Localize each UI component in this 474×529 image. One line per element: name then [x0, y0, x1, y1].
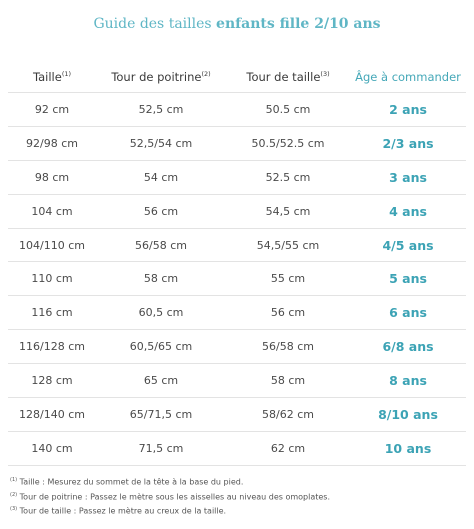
- cell-taille: 110 cm: [8, 261, 96, 296]
- footnote-sup: (2): [10, 491, 18, 498]
- cell-tour-taille: 52.5 cm: [226, 159, 350, 195]
- footnotes: (1) Taille : Mesurez du sommet de la têt…: [10, 474, 470, 518]
- header-tour-de-poitrine: Tour de poitrine(2): [96, 62, 226, 93]
- cell-taille: 140 cm: [8, 430, 96, 466]
- cell-tour-taille: 50.5/52.5 cm: [226, 125, 350, 161]
- header-sup: (2): [201, 70, 211, 79]
- cell-age: 8 ans: [350, 363, 466, 398]
- header-label: Taille: [32, 70, 62, 84]
- table-row: 116/128 cm 60,5/65 cm 56/58 cm 6/8 ans: [8, 329, 466, 364]
- table-row: 104/110 cm 56/58 cm 54,5/55 cm 4/5 ans: [8, 227, 466, 262]
- cell-taille: 98 cm: [8, 159, 96, 195]
- cell-tour-taille: 58 cm: [226, 363, 350, 398]
- footnote-text: Tour de poitrine : Passez le mètre sous …: [19, 492, 331, 502]
- title-light: Guide des tailles: [93, 16, 212, 32]
- title-bold: enfants fille 2/10 ans: [216, 16, 381, 32]
- cell-tour-taille: 54,5 cm: [226, 193, 350, 229]
- cell-poitrine: 65 cm: [96, 363, 226, 398]
- footnote-sup: (3): [10, 506, 18, 513]
- cell-tour-taille: 56/58 cm: [226, 329, 350, 364]
- cell-age: 2 ans: [350, 92, 466, 127]
- table-row: 110 cm 58 cm 55 cm 5 ans: [8, 261, 466, 296]
- cell-taille: 116 cm: [8, 295, 96, 330]
- cell-poitrine: 56 cm: [96, 193, 226, 229]
- table-header-row: Taille(1) Tour de poitrine(2) Tour de ta…: [8, 62, 466, 93]
- table-row: 98 cm 54 cm 52.5 cm 3 ans: [8, 159, 466, 195]
- cell-poitrine: 52,5 cm: [96, 92, 226, 127]
- table-row: 128/140 cm 65/71,5 cm 58/62 cm 8/10 ans: [8, 397, 466, 432]
- header-taille: Taille(1): [8, 62, 96, 93]
- size-guide-table: Taille(1) Tour de poitrine(2) Tour de ta…: [8, 62, 466, 466]
- table-row: 140 cm 71,5 cm 62 cm 10 ans: [8, 430, 466, 466]
- cell-age: 5 ans: [350, 261, 466, 296]
- footnote-text: Taille : Mesurez du sommet de la tête à …: [19, 477, 244, 487]
- header-sup: (1): [61, 70, 72, 79]
- table-row: 104 cm 56 cm 54,5 cm 4 ans: [8, 193, 466, 229]
- cell-tour-taille: 56 cm: [226, 295, 350, 330]
- cell-age: 6 ans: [350, 295, 466, 330]
- table-row: 92 cm 52,5 cm 50.5 cm 2 ans: [8, 92, 466, 127]
- cell-poitrine: 60,5 cm: [96, 295, 226, 330]
- cell-taille: 128/140 cm: [8, 397, 96, 432]
- cell-age: 4 ans: [350, 193, 466, 229]
- footnote-tour-de-taille: (3) Tour de taille : Passez le mètre au …: [10, 503, 470, 518]
- cell-taille: 92 cm: [8, 92, 96, 127]
- cell-tour-taille: 54,5/55 cm: [226, 227, 350, 262]
- header-sup: (3): [320, 70, 330, 79]
- table-row: 128 cm 65 cm 58 cm 8 ans: [8, 363, 466, 398]
- page-title: Guide des tailles enfants fille 2/10 ans: [0, 16, 474, 32]
- cell-age: 2/3 ans: [350, 125, 466, 161]
- cell-tour-taille: 58/62 cm: [226, 397, 350, 432]
- cell-age: 3 ans: [350, 159, 466, 195]
- cell-poitrine: 56/58 cm: [96, 227, 226, 262]
- cell-taille: 92/98 cm: [8, 125, 96, 161]
- cell-taille: 116/128 cm: [8, 329, 96, 364]
- cell-poitrine: 54 cm: [96, 159, 226, 195]
- footnote-taille: (1) Taille : Mesurez du sommet de la têt…: [10, 474, 470, 489]
- cell-taille: 104/110 cm: [8, 227, 96, 262]
- table-row: 116 cm 60,5 cm 56 cm 6 ans: [8, 295, 466, 330]
- cell-poitrine: 71,5 cm: [96, 430, 226, 466]
- cell-tour-taille: 55 cm: [226, 261, 350, 296]
- cell-poitrine: 58 cm: [96, 261, 226, 296]
- header-age-a-commander: Âge à commander: [350, 62, 466, 93]
- cell-age: 6/8 ans: [350, 329, 466, 364]
- table-row: 92/98 cm 52,5/54 cm 50.5/52.5 cm 2/3 ans: [8, 125, 466, 161]
- footnote-text: Tour de taille : Passez le mètre au creu…: [19, 506, 227, 516]
- header-tour-de-taille: Tour de taille(3): [226, 62, 350, 93]
- header-label: Tour de poitrine: [111, 70, 202, 84]
- footnote-sup: (1): [10, 477, 18, 483]
- cell-tour-taille: 62 cm: [226, 430, 350, 466]
- header-label: Tour de taille: [246, 70, 321, 84]
- cell-poitrine: 65/71,5 cm: [96, 397, 226, 432]
- cell-poitrine: 52,5/54 cm: [96, 125, 226, 161]
- cell-age: 10 ans: [350, 430, 466, 466]
- cell-age: 8/10 ans: [350, 397, 466, 432]
- cell-poitrine: 60,5/65 cm: [96, 329, 226, 364]
- cell-age: 4/5 ans: [350, 227, 466, 262]
- footnote-tour-de-poitrine: (2) Tour de poitrine : Passez le mètre s…: [10, 489, 470, 504]
- header-label: Âge à commander: [355, 70, 461, 84]
- cell-taille: 128 cm: [8, 363, 96, 398]
- cell-taille: 104 cm: [8, 193, 96, 229]
- cell-tour-taille: 50.5 cm: [226, 92, 350, 127]
